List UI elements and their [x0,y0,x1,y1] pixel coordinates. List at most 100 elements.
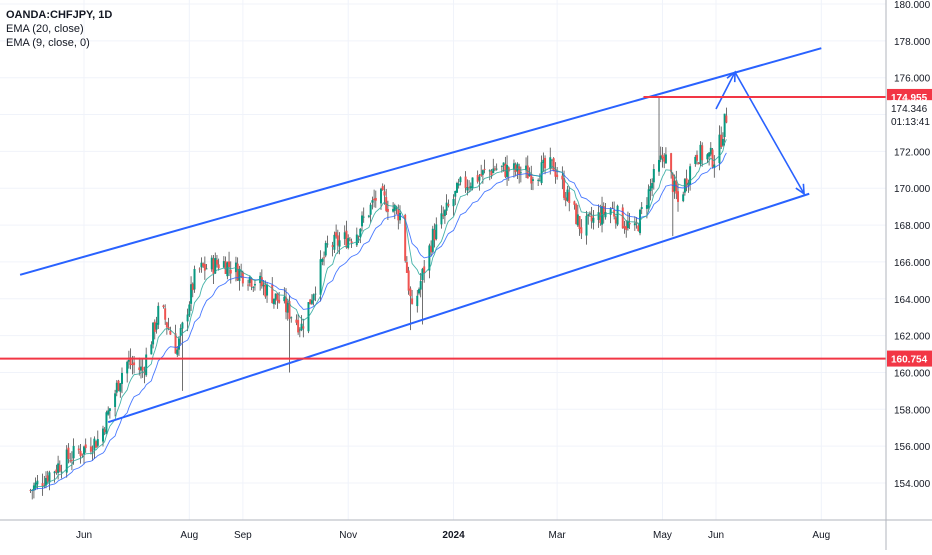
candle-body [640,207,643,209]
candle-body [623,226,626,229]
price-tick-label: 156.000 [894,442,931,453]
candle-body [350,241,353,244]
candle-body [262,284,265,287]
candle-body [711,149,714,167]
candle-body [69,460,72,462]
candle-body [677,191,680,202]
arrow-down-line[interactable] [734,71,805,195]
candle-body [203,264,206,271]
candle-body [264,284,267,297]
candle-body [443,210,446,216]
candle-body [725,115,728,123]
candle-body [319,259,322,295]
candle-body [252,287,255,288]
candle-body [525,165,528,171]
legend-ema-9[interactable]: EMA (9, close, 0) [6,37,90,49]
candle-body [599,212,602,224]
candle-body [108,408,111,411]
candle-body [190,284,193,304]
candle-body [500,166,503,167]
candle-body [89,446,92,452]
candle-body [423,266,426,273]
candle-body [167,326,170,330]
candle-body [530,173,533,184]
candle-body [504,163,507,177]
candle-body [430,246,433,253]
candle-body [689,166,692,185]
arrow-up-line[interactable] [715,71,736,110]
candle-body [107,410,110,415]
countdown-label: 01:13:41 [891,117,930,128]
candle-body [392,208,395,212]
price-tick-label: 172.000 [894,147,931,158]
candle-body [428,245,431,271]
candle-body [440,213,443,225]
candle-body [554,169,557,177]
candle-body [77,448,80,451]
candle-body [367,215,370,217]
candle-body [45,478,48,486]
candle-body [188,304,191,316]
candle-body [200,262,203,268]
candle-body [556,174,559,177]
candle-body [65,449,68,473]
candle-body [95,441,98,448]
candle-body [397,208,400,221]
candle-body [478,176,481,181]
candle-body [60,471,63,473]
candle-body [253,284,256,286]
candle-body [587,214,590,217]
candle-body [609,208,612,215]
candle-body [72,445,75,459]
price-tick-label: 170.000 [894,184,931,195]
candle-body [338,240,341,247]
candle-body [544,157,547,169]
candle-body [193,268,196,290]
candle-body [278,299,281,303]
price-tick-label: 166.000 [894,258,931,269]
candle-body [506,165,509,177]
candle-body [407,270,410,291]
candle-body [568,192,571,204]
candle-body [701,145,704,161]
candle-body [433,229,436,241]
candle-body [481,170,484,175]
price-tick-label: 176.000 [894,74,931,85]
candle-body [46,475,49,482]
arrow-up-head [726,70,736,83]
candle-body [445,202,448,211]
candle-body [129,357,132,366]
candle-body [661,154,664,159]
candle-body [597,212,600,220]
candle-body [585,215,588,236]
candle-body [236,263,239,281]
candle-body [573,201,576,205]
candle-body [471,177,474,189]
candle-body [212,258,215,275]
channel-upper-line[interactable] [19,47,822,276]
candle-body [298,329,301,331]
candle-body [119,383,122,392]
candle-body [36,480,39,485]
candle-body [333,234,336,250]
price-tick-label: 168.000 [894,221,931,232]
legend-ema-20[interactable]: EMA (20, close) [6,23,84,35]
candle-body [238,268,241,282]
candle-body [405,262,408,273]
price-axis: 180.000178.000176.000174.000172.000170.0… [894,0,931,490]
candle-body [343,232,346,239]
candle-body [464,176,467,188]
legend-symbol[interactable]: OANDA:CHFJPY, 1D [6,9,113,21]
channel-lower-line[interactable] [107,192,810,424]
candle-body [659,155,662,160]
candle-body [578,216,581,229]
candle-body [476,174,479,182]
candle-body [708,152,711,157]
candle-body [309,299,312,305]
candle-body [393,205,396,211]
candle-body [459,177,462,183]
candle-body [590,215,593,222]
candle-body [452,199,455,207]
